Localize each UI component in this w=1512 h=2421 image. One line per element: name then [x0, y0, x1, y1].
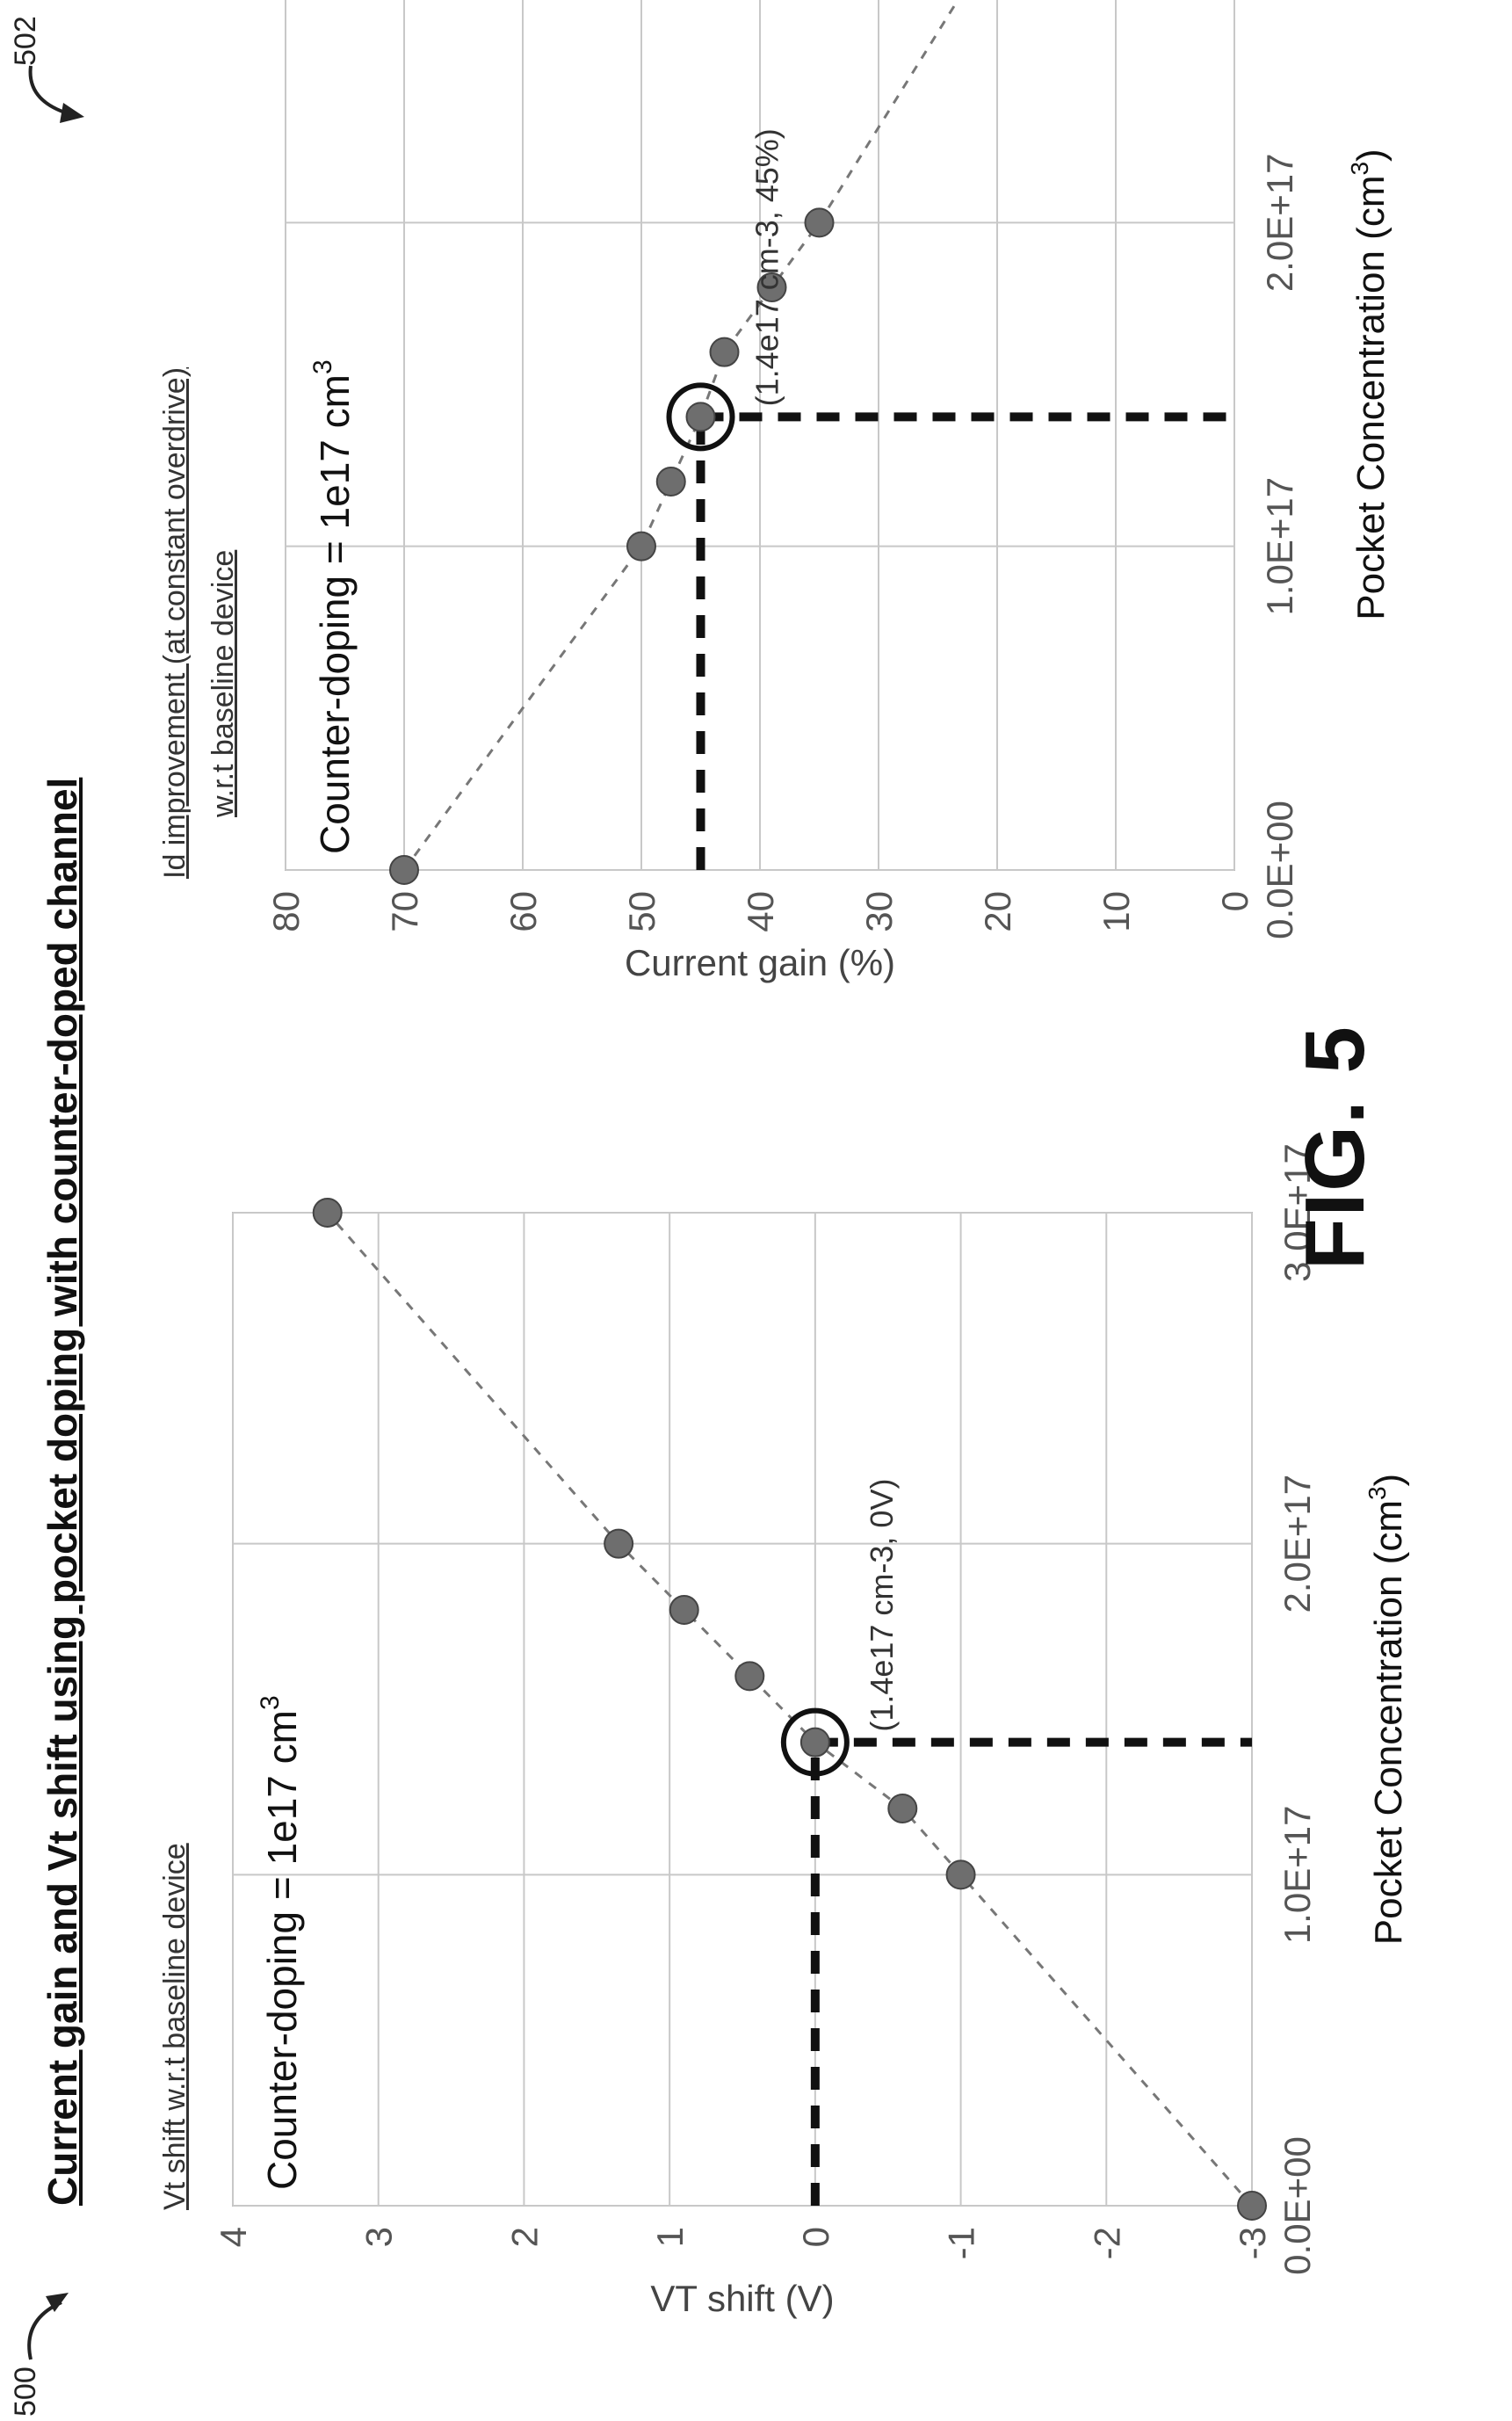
- x-tick-label: 1.0E+17: [1259, 477, 1300, 616]
- data-point: [312, 1198, 343, 1228]
- data-point: [756, 272, 787, 302]
- data-point: [799, 1727, 830, 1758]
- y-tick-label: 30: [858, 891, 900, 932]
- highlight-circle: [780, 1707, 850, 1777]
- y-tick-label: 50: [621, 891, 662, 932]
- y-tick-label: 0: [795, 2227, 836, 2247]
- x-axis-label-end: ): [1367, 1474, 1410, 1487]
- data-point: [804, 207, 835, 238]
- highlight-label: (1.4e17 cm-3, 0V): [864, 1479, 900, 1732]
- counter-doping-note: Counter-doping = 1e17 cm3: [308, 359, 358, 854]
- x-tick-label: 3.0E+17: [1277, 1143, 1318, 1282]
- figure-label: FIG. 5: [1288, 1025, 1382, 1270]
- data-point: [389, 855, 419, 885]
- y-tick-label: 20: [977, 891, 1018, 932]
- series-line: [326, 1212, 1254, 2207]
- reference-arrow-502-head: [60, 103, 84, 123]
- y-axis-label: VT shift (V): [650, 2278, 834, 2319]
- data-point: [945, 1859, 976, 1890]
- y-tick-label: 1: [649, 2227, 691, 2247]
- y-tick-label: -3: [1232, 2227, 1273, 2259]
- data-point: [604, 1528, 634, 1559]
- y-tick-label: 80: [265, 891, 307, 932]
- y-tick-label: 40: [740, 891, 781, 932]
- x-axis-label: Pocket Concentration (cm3): [1364, 1474, 1410, 1945]
- counter-doping-note-text: Counter-doping = 1e17 cm: [259, 1710, 305, 2190]
- x-axis-label-sup: 3: [1364, 1486, 1391, 1500]
- y-tick-label: 3: [358, 2227, 400, 2247]
- data-point: [1237, 2191, 1267, 2221]
- y-tick-label: -1: [941, 2227, 982, 2259]
- y-axis-label: Current gain (%): [625, 942, 895, 983]
- data-point: [734, 1661, 765, 1692]
- x-tick-label: 1.0E+17: [1277, 1806, 1318, 1945]
- y-tick-label: 10: [1096, 891, 1137, 932]
- y-tick-label: 2: [503, 2227, 545, 2247]
- data-point: [709, 337, 740, 367]
- counter-doping-note-sup: 3: [308, 359, 337, 374]
- y-tick-label: 4: [213, 2227, 254, 2247]
- x-axis-label-text: Pocket Concentration (cm: [1349, 176, 1393, 620]
- data-point: [669, 1595, 699, 1625]
- y-tick-label: 0: [1214, 891, 1255, 911]
- highlight-label: (1.4e17 cm-3, 45%): [749, 128, 785, 406]
- data-point: [685, 402, 716, 432]
- x-tick-label: 2.0E+17: [1259, 154, 1300, 293]
- x-axis-label-text: Pocket Concentration (cm: [1367, 1500, 1410, 1945]
- x-tick-label: 0.0E+00: [1277, 2136, 1318, 2275]
- x-axis-label-sup: 3: [1346, 162, 1373, 176]
- data-point: [887, 1794, 918, 1823]
- data-point: [626, 531, 656, 562]
- x-tick-label: 0.0E+00: [1259, 801, 1300, 939]
- y-tick-label: 60: [503, 891, 544, 932]
- x-tick-label: 2.0E+17: [1277, 1475, 1318, 1613]
- counter-doping-note-text: Counter-doping = 1e17 cm: [312, 374, 358, 854]
- data-point: [655, 467, 686, 497]
- x-axis-label-end: ): [1349, 149, 1393, 162]
- x-axis-label: Pocket Concentration (cm3): [1346, 149, 1393, 620]
- y-tick-label: 70: [384, 891, 425, 932]
- counter-doping-note: Counter-doping = 1e17 cm3: [256, 1695, 305, 2190]
- counter-doping-note-sup: 3: [256, 1695, 285, 1710]
- y-tick-label: -2: [1086, 2227, 1127, 2259]
- highlight-circle: [666, 382, 735, 452]
- reference-arrow-500-head: [46, 2293, 69, 2312]
